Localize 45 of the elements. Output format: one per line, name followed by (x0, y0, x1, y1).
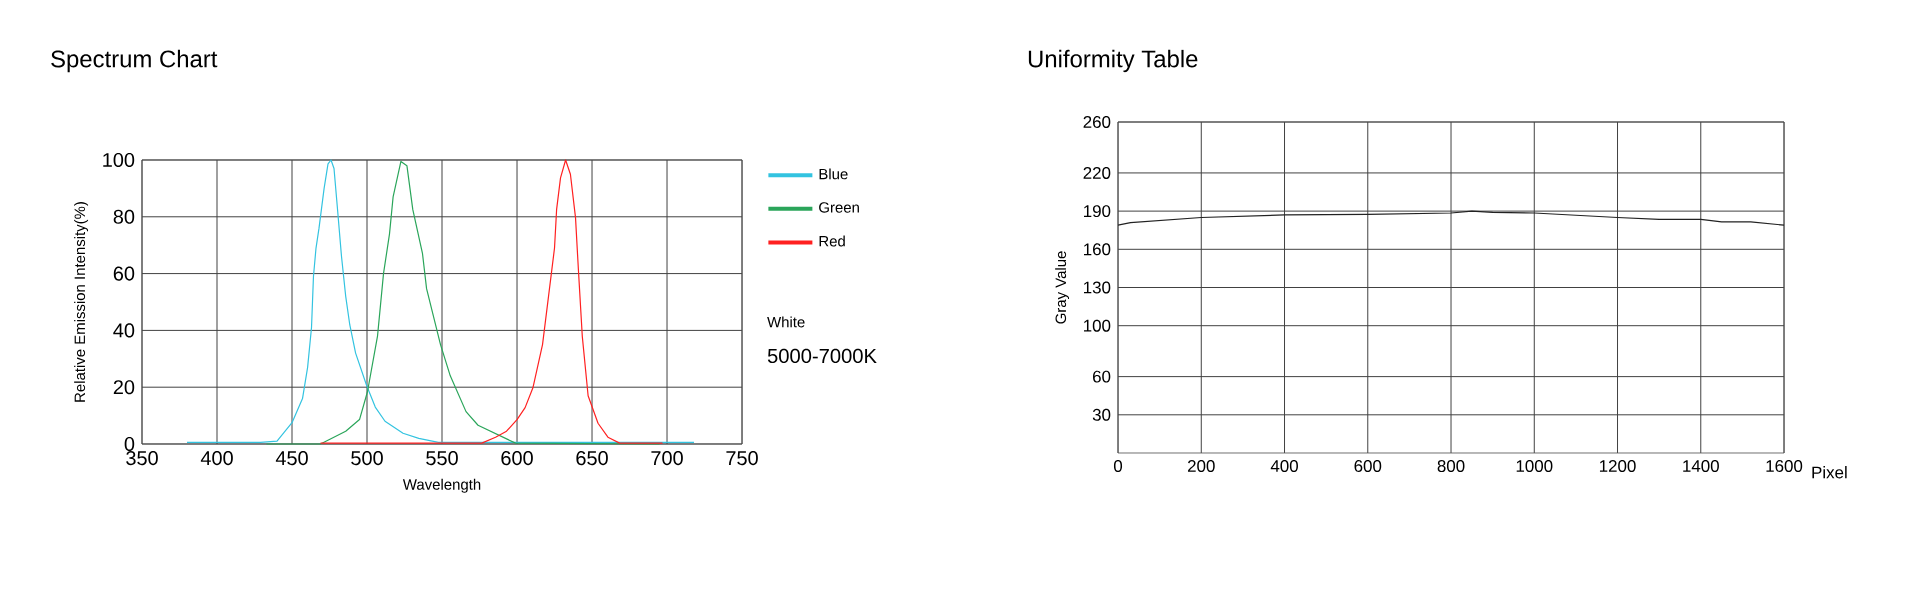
x-tick-label: 650 (576, 451, 608, 466)
y-tick-label: 260 (1083, 116, 1111, 128)
y-tick-label: 20 (113, 380, 135, 395)
x-tick-label: 1600 (1766, 460, 1803, 473)
line-series (186, 159, 695, 443)
y-tick-label: 30 (1092, 408, 1111, 421)
line-series (1117, 210, 1785, 226)
y-tick-label: 0 (124, 436, 135, 452)
text: White (767, 316, 805, 328)
x-tick-label: 350 (126, 451, 158, 466)
legend-label: Red (819, 235, 845, 247)
x-tick-label: 0 (1113, 460, 1123, 473)
chart-title: Spectrum Chart (51, 49, 218, 73)
y-tick-label: 40 (113, 323, 135, 338)
y-tick-label: 220 (1083, 166, 1111, 179)
legend-label: Green (819, 202, 859, 213)
y-tick-label: 130 (1084, 281, 1111, 294)
x-tick-label: 200 (1187, 460, 1215, 473)
x-axis-title: Pixel (1812, 466, 1847, 479)
x-tick-label: 800 (1437, 460, 1465, 473)
x-tick-label: 1000 (1516, 460, 1553, 473)
y-tick-label: 80 (113, 209, 135, 224)
x-tick-label: 600 (1354, 460, 1382, 473)
y-tick-label: 190 (1084, 205, 1111, 218)
y-axis-title: Gray Value (1055, 251, 1070, 324)
x-tick-label: 450 (275, 451, 308, 466)
x-tick-label: 600 (501, 451, 533, 466)
x-tick-label: 500 (351, 451, 383, 466)
x-tick-label: 400 (200, 451, 233, 466)
x-tick-label: 700 (651, 451, 683, 466)
x-tick-label: 550 (426, 451, 458, 466)
x-tick-label: 1400 (1683, 460, 1719, 473)
y-axis-title: Relative Emission Intensity(%) (74, 202, 89, 402)
chart-title: Uniformity Table (1028, 49, 1198, 73)
y-tick-label: 160 (1084, 243, 1111, 256)
text: 5000-7000K (767, 348, 877, 364)
legend-label: Blue (819, 168, 848, 180)
x-tick-label: 400 (1270, 460, 1298, 473)
x-tick-label: 750 (726, 451, 758, 466)
x-tick-label: 1200 (1599, 460, 1636, 473)
x-axis-title: Wavelength (402, 478, 481, 493)
y-tick-label: 100 (1084, 319, 1111, 332)
y-tick-label: 60 (113, 266, 135, 281)
y-tick-label: 100 (103, 152, 135, 168)
y-tick-label: 60 (1093, 370, 1111, 383)
